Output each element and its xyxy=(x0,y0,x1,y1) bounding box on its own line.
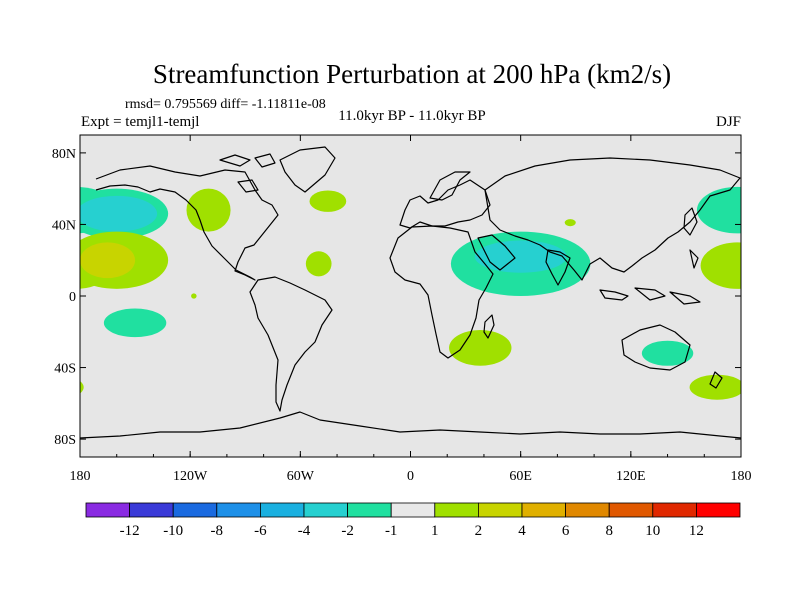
chart-title: Streamfunction Perturbation at 200 hPa (… xyxy=(153,59,671,89)
coastline-south-america xyxy=(249,276,333,412)
anomaly-positive-15 xyxy=(700,242,741,289)
colorbar-label: 4 xyxy=(518,523,526,539)
colorbar-swatch xyxy=(85,502,130,518)
y-tick-label: 40N xyxy=(52,218,76,233)
x-tick-label: 180 xyxy=(70,469,91,484)
colorbar-label: -4 xyxy=(298,523,311,539)
colorbar-swatch xyxy=(652,502,697,518)
season-label: DJF xyxy=(716,114,741,130)
coastline-maritime-asia xyxy=(599,287,701,305)
coastline-new-zealand xyxy=(709,371,723,389)
coastline-antarctica xyxy=(80,411,741,439)
x-tick-label: 120W xyxy=(173,469,208,484)
coastline-greenland xyxy=(279,146,336,193)
colorbar-label: -2 xyxy=(341,523,354,539)
colorbar-label: -1 xyxy=(385,523,398,539)
colorbar-label: 1 xyxy=(431,523,439,539)
coastline-arabia xyxy=(477,234,516,271)
anomaly-positive-14-wrap xyxy=(80,380,84,394)
colorbar-label: 8 xyxy=(605,523,613,539)
experiment-label: Expt = temjl1-temjl xyxy=(81,114,199,130)
anomaly-positive-17 xyxy=(80,242,136,279)
anomaly-positive-10 xyxy=(305,251,332,277)
colorbar-swatch xyxy=(565,502,610,518)
y-tick-label: 80N xyxy=(52,147,76,162)
colorbar-swatch xyxy=(696,502,741,518)
y-axis: 80N 40N 0 40S 80S xyxy=(52,147,741,448)
colorbar-swatch xyxy=(216,502,261,518)
anomaly-positive-9 xyxy=(309,190,347,212)
colorbar: -12 -10 -8 -6 -4 -2 -1 1 2 4 6 8 10 12 xyxy=(85,502,741,539)
colorbar-swatch xyxy=(259,502,305,518)
anomaly-positive-16 xyxy=(191,293,197,299)
x-tick-label: 60W xyxy=(287,469,315,484)
coastlines xyxy=(80,146,741,439)
coastline-north-america xyxy=(95,165,279,281)
anomaly-positive-13 xyxy=(449,329,512,366)
colorbar-label: -6 xyxy=(254,523,267,539)
x-tick-label: 120E xyxy=(616,469,646,484)
coastline-madagascar xyxy=(483,314,495,339)
x-tick-label: 60E xyxy=(509,469,532,484)
colorbar-swatch xyxy=(172,502,218,518)
coastline-japan xyxy=(683,207,699,269)
anomaly-negative-4 xyxy=(641,340,694,366)
colorbar-swatch xyxy=(434,502,479,518)
anomaly-negative-5 xyxy=(696,186,741,234)
colorbar-label: -10 xyxy=(163,523,183,539)
x-tick-label: 180 xyxy=(731,469,752,484)
anomaly-negative-11 xyxy=(474,240,567,273)
colorbar-label: 6 xyxy=(562,523,570,539)
colorbar-swatch xyxy=(608,502,654,518)
anomaly-negative-2 xyxy=(103,308,167,338)
coastline-india xyxy=(545,249,571,286)
colorbar-label: 2 xyxy=(475,523,483,539)
anomaly-negative-6 xyxy=(80,195,158,232)
colorbar-swatch xyxy=(303,502,348,518)
coastline-australia xyxy=(621,324,691,371)
colorbar-swatch xyxy=(347,502,392,518)
anomaly-layer xyxy=(80,186,741,400)
coastline-arctic-islands xyxy=(219,153,276,193)
colorbar-label: -8 xyxy=(211,523,224,539)
anomaly-positive-12 xyxy=(564,219,576,227)
colorbar-label: -12 xyxy=(120,523,140,539)
y-tick-label: 80S xyxy=(54,433,76,448)
period-label: 11.0kyr BP - 11.0kyr BP xyxy=(338,108,486,124)
coastline-africa xyxy=(389,225,494,359)
x-axis: 180 120W 60W 0 60E 120E 180 xyxy=(70,135,752,484)
stats-label: rmsd= 0.795569 diff= -1.11811e-08 xyxy=(125,97,326,112)
colorbar-swatch xyxy=(390,502,436,518)
x-tick-label: 0 xyxy=(407,469,414,484)
colorbar-swatch xyxy=(477,502,523,518)
colorbar-label: 10 xyxy=(645,523,660,539)
y-tick-label: 0 xyxy=(69,290,76,305)
colorbar-swatch xyxy=(521,502,566,518)
map-background xyxy=(80,135,741,457)
coastline-scandinavia xyxy=(429,171,471,201)
colorbar-label: 12 xyxy=(689,523,704,539)
map-plot-area xyxy=(79,134,742,458)
coastline-asia xyxy=(484,157,741,281)
anomaly-positive-8 xyxy=(186,188,231,232)
y-tick-label: 40S xyxy=(54,362,76,377)
colorbar-swatch xyxy=(129,502,174,518)
